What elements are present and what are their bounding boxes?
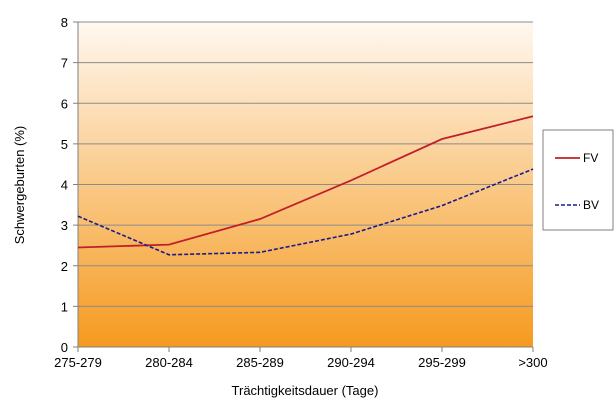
y-tick-label: 0 <box>61 340 68 355</box>
x-tick-label: 280-284 <box>145 355 193 370</box>
y-tick-label: 3 <box>61 218 68 233</box>
y-tick-label: 5 <box>61 137 68 152</box>
x-tick-label: >300 <box>518 355 547 370</box>
series-line-fv <box>77 115 534 249</box>
x-tick-label: 275-279 <box>54 355 102 370</box>
grid-lines <box>78 21 533 307</box>
y-tick-label: 7 <box>61 56 68 71</box>
legend-label-fv: FV <box>583 151 598 165</box>
y-tick-label: 1 <box>61 299 68 314</box>
y-axis-ticks: 0 1 2 3 4 5 6 7 8 <box>61 15 78 355</box>
x-tick-label: 290-294 <box>327 355 375 370</box>
legend-label-bv: BV <box>583 198 599 212</box>
y-tick-label: 6 <box>61 96 68 111</box>
series-lines <box>77 115 534 256</box>
y-tick-label: 4 <box>61 178 68 193</box>
x-tick-label: 285-289 <box>236 355 284 370</box>
legend: FV BV <box>542 129 614 231</box>
legend-box <box>542 129 614 231</box>
y-tick-label: 8 <box>61 15 68 30</box>
x-tick-label: 295-299 <box>418 355 466 370</box>
y-axis-title: Schwergeburten (%) <box>12 126 27 245</box>
x-axis-ticks: 275-279 280-284 285-289 290-294 295-299 >300 <box>54 347 548 370</box>
series-line-bv <box>77 168 534 256</box>
y-tick-label: 2 <box>61 259 68 274</box>
x-axis-title: Trächtigkeitsdauer (Tage) <box>232 383 379 398</box>
